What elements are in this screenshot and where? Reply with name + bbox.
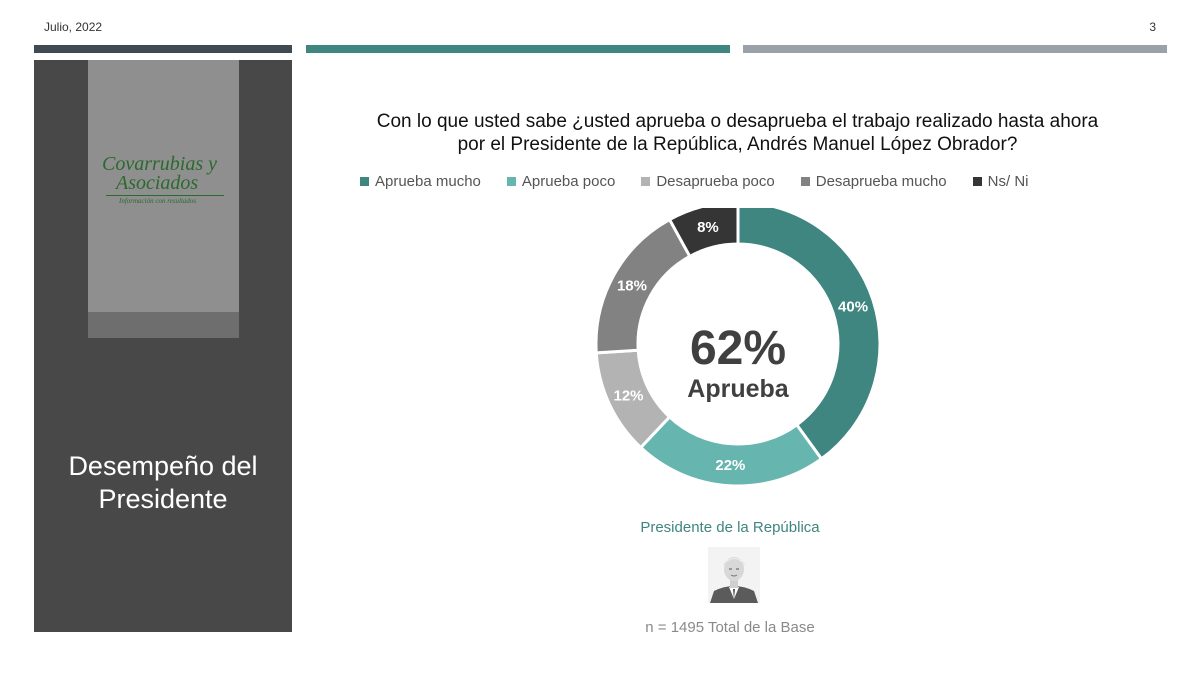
legend-swatch	[972, 177, 982, 186]
donut-chart: 40% 22% 12% 18% 8% 62% Aprueba	[594, 208, 882, 488]
legend-swatch	[506, 177, 516, 186]
report-date: Julio, 2022	[44, 20, 103, 34]
header-bar-dark	[34, 45, 292, 53]
donut-labels: 40% 22% 12% 18% 8%	[614, 219, 869, 474]
legend-label: Desaprueba poco	[656, 173, 775, 190]
chart-title: Con lo que usted sabe ¿usted aprueba o d…	[350, 110, 1125, 156]
section-title-line1: Desempeño del	[68, 451, 258, 481]
donut-label-desaprueba-mucho: 18%	[617, 278, 647, 295]
legend-item-ns-ni: Ns/ Ni	[972, 173, 1029, 190]
header-bar-teal	[306, 45, 730, 53]
chart-title-line2: por el Presidente de la República, André…	[457, 134, 1018, 155]
section-title: Desempeño del Presidente	[34, 450, 292, 516]
legend-item-aprueba-mucho: Aprueba mucho	[360, 173, 481, 190]
chart-legend: Aprueba mucho Aprueba poco Desaprueba po…	[360, 173, 1029, 190]
donut-segment-aprueba-poco	[638, 414, 824, 488]
donut-label-ns-ni: 8%	[697, 219, 719, 236]
chart-title-line1: Con lo que usted sabe ¿usted aprueba o d…	[376, 111, 1099, 132]
legend-item-desaprueba-mucho: Desaprueba mucho	[800, 173, 947, 190]
section-title-line2: Presidente	[98, 484, 228, 514]
legend-swatch	[360, 177, 369, 186]
logo-line2: Asociados	[116, 172, 199, 194]
logo-tagline: Información con resultados	[119, 197, 197, 205]
header-bar-gray	[743, 45, 1167, 53]
center-value: 62%	[690, 322, 786, 375]
donut-segments	[594, 208, 882, 488]
legend-swatch	[641, 177, 651, 186]
page-number: 3	[1149, 20, 1156, 34]
donut-label-aprueba-poco: 22%	[715, 457, 745, 474]
company-logo: Covarrubias y Asociados	[102, 153, 232, 194]
chart-caption: Presidente de la República	[640, 519, 820, 536]
center-label: Aprueba	[687, 375, 790, 403]
donut-label-desaprueba-poco: 12%	[614, 388, 644, 405]
sidebar: Covarrubias y Asociados Información con …	[34, 60, 292, 632]
legend-swatch	[800, 177, 810, 186]
legend-label: Desaprueba mucho	[815, 173, 947, 190]
sample-note: n = 1495 Total de la Base	[645, 619, 815, 636]
logo-strip	[88, 312, 239, 338]
legend-item-desaprueba-poco: Desaprueba poco	[641, 173, 775, 190]
legend-item-aprueba-poco: Aprueba poco	[506, 173, 616, 190]
logo-panel	[88, 60, 239, 312]
president-portrait	[708, 547, 760, 603]
logo-line1: Covarrubias y	[102, 153, 217, 175]
legend-label: Aprueba mucho	[375, 173, 481, 190]
donut-label-aprueba-mucho: 40%	[838, 299, 868, 316]
donut-segment-aprueba-mucho	[736, 208, 882, 461]
legend-label: Aprueba poco	[521, 173, 616, 190]
logo-underline	[106, 195, 224, 196]
legend-label: Ns/ Ni	[987, 173, 1029, 190]
donut-segment-ns-ni	[667, 208, 740, 259]
